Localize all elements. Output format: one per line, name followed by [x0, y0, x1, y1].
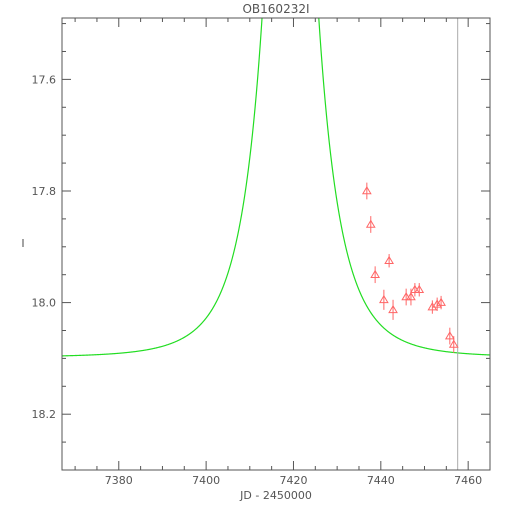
data-point [436, 297, 446, 306]
data-point [432, 299, 443, 308]
y-tick-label: 17.6 [32, 73, 57, 86]
data-point [427, 302, 438, 311]
x-tick-label: 7380 [105, 474, 133, 487]
data-point [444, 331, 455, 340]
y-tick-label: 17.8 [32, 185, 57, 198]
data-point [388, 304, 398, 314]
y-tick-label: 18.0 [32, 297, 57, 310]
data-point [361, 186, 372, 195]
chart-title: OB160232I [242, 2, 309, 16]
model-curve [62, 18, 490, 357]
data-point [365, 219, 376, 228]
x-tick-label: 7460 [454, 474, 482, 487]
data-point [384, 255, 394, 265]
y-axis-label: I [21, 237, 24, 250]
x-axis-label: JD - 2450000 [239, 489, 312, 502]
x-tick-label: 7440 [367, 474, 395, 487]
x-tick-label: 7400 [192, 474, 220, 487]
data-point [370, 269, 381, 278]
y-tick-label: 18.2 [32, 408, 57, 421]
plot-frame [61, 17, 491, 471]
data-point [406, 292, 416, 301]
x-tick-label: 7420 [279, 474, 307, 487]
plot-area [62, 18, 490, 470]
data-point [401, 292, 412, 301]
data-point [378, 294, 389, 304]
data-point [414, 284, 425, 294]
data-point [448, 339, 459, 348]
